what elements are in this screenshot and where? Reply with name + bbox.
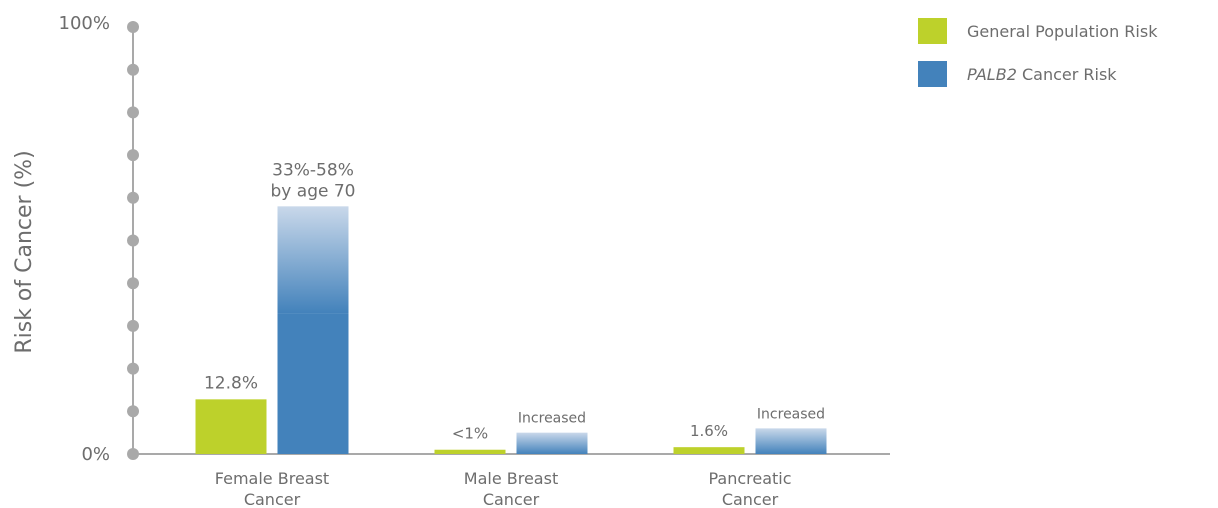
bar-general-population: [434, 449, 506, 454]
legend-label-palb2: PALB2 Cancer Risk: [967, 65, 1117, 84]
legend: General Population Risk PALB2 Cancer Ris…: [918, 18, 1218, 104]
x-tick-label-line1: Pancreatic: [708, 469, 791, 488]
y-tick-label-min: 0%: [81, 444, 110, 465]
x-tick-label-line1: Female Breast: [215, 469, 329, 488]
y-axis-tick-dot: [127, 277, 139, 290]
bar-palb2-increased: [516, 432, 588, 454]
x-tick-label-line1: Male Breast: [464, 469, 558, 488]
data-label-palb2: Increased: [757, 406, 825, 422]
bar-palb2-range: [277, 206, 349, 314]
y-axis-tick-dot: [127, 106, 139, 119]
y-axis-tick-dot: [127, 319, 139, 332]
data-label-palb2: Increased: [518, 411, 586, 427]
bar-general-population: [195, 399, 267, 454]
data-label-general-population: 1.6%: [690, 422, 728, 440]
legend-swatch-general: [918, 18, 947, 44]
y-axis-tick-dot: [127, 234, 139, 247]
bar-palb2-increased: [755, 428, 827, 454]
legend-label-general: General Population Risk: [967, 21, 1158, 41]
data-label-palb2: by age 70: [271, 181, 356, 201]
y-tick-label-max: 100%: [59, 13, 110, 34]
legend-item-palb2: PALB2 Cancer Risk: [918, 61, 1218, 87]
y-axis-tick-dot: [127, 63, 139, 76]
y-axis-tick-dot: [127, 149, 139, 162]
y-axis-title: Risk of Cancer (%): [12, 150, 37, 353]
y-axis-tick-dot: [127, 405, 139, 418]
legend-label-palb2-rest: Cancer Risk: [1016, 64, 1117, 84]
data-label-general-population: <1%: [452, 425, 488, 443]
y-axis-tick-dot: [127, 191, 139, 204]
legend-label-palb2-gene: PALB2: [967, 64, 1017, 84]
bar-palb2-solid: [277, 313, 349, 454]
legend-item-general: General Population Risk: [918, 18, 1218, 44]
x-tick-label-line2: Cancer: [244, 490, 301, 508]
bar-general-population: [673, 447, 745, 454]
x-tick-label-line2: Cancer: [483, 490, 540, 508]
y-axis-tick-dot: [127, 448, 139, 460]
y-axis-tick-dot: [127, 21, 139, 33]
data-label-general-population: 12.8%: [204, 373, 258, 393]
legend-swatch-palb2: [918, 61, 947, 87]
y-axis-tick-dot: [127, 362, 139, 375]
x-tick-label-line2: Cancer: [722, 490, 779, 508]
data-label-palb2: 33%-58%: [272, 160, 354, 180]
